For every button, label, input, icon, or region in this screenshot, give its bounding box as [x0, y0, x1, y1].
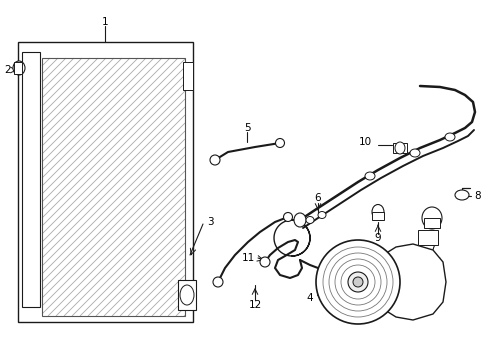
Bar: [178, 280, 196, 310]
Circle shape: [316, 240, 400, 324]
Bar: [42, 58, 185, 316]
Bar: [393, 143, 407, 153]
Polygon shape: [388, 244, 446, 320]
Ellipse shape: [455, 190, 469, 200]
Bar: [418, 230, 438, 245]
Circle shape: [353, 277, 363, 287]
Bar: [372, 212, 384, 220]
Ellipse shape: [306, 216, 314, 224]
Text: 11: 11: [242, 253, 255, 263]
Ellipse shape: [13, 61, 25, 75]
Ellipse shape: [284, 212, 293, 221]
Text: 3: 3: [207, 217, 213, 227]
Ellipse shape: [318, 212, 326, 219]
Ellipse shape: [210, 155, 220, 165]
Bar: [183, 62, 193, 90]
Bar: [424, 218, 440, 228]
Bar: [18, 42, 193, 322]
Ellipse shape: [372, 204, 384, 220]
Ellipse shape: [365, 172, 375, 180]
Ellipse shape: [395, 142, 405, 154]
Ellipse shape: [260, 257, 270, 267]
Text: 7: 7: [429, 243, 435, 253]
Bar: [42, 58, 185, 316]
Bar: [14, 62, 22, 74]
Ellipse shape: [422, 207, 442, 229]
Bar: [22, 52, 40, 307]
Text: 8: 8: [475, 191, 481, 201]
Ellipse shape: [410, 149, 420, 157]
Text: 2: 2: [5, 65, 11, 75]
Text: 4: 4: [307, 293, 313, 303]
Circle shape: [348, 272, 368, 292]
Ellipse shape: [294, 213, 306, 227]
Text: 6: 6: [315, 193, 321, 203]
Text: 12: 12: [248, 300, 262, 310]
Ellipse shape: [445, 133, 455, 141]
Ellipse shape: [180, 285, 194, 305]
Text: 10: 10: [359, 137, 371, 147]
Text: 9: 9: [375, 233, 381, 243]
Text: 1: 1: [102, 17, 108, 27]
Ellipse shape: [213, 277, 223, 287]
Ellipse shape: [275, 139, 285, 148]
Text: 5: 5: [244, 123, 250, 133]
